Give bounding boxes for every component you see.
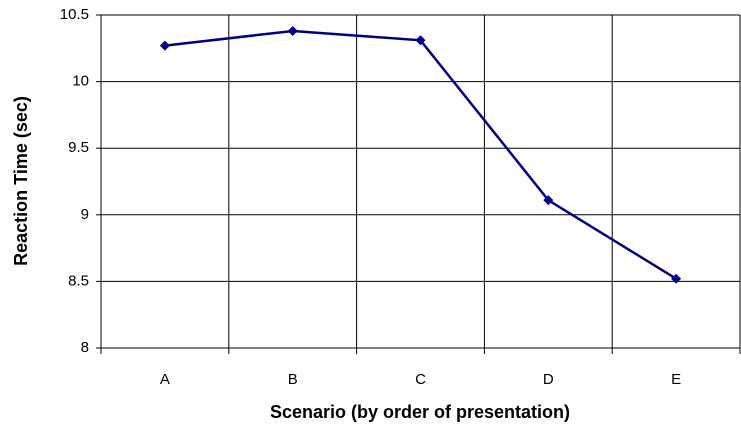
y-tick-label: 10 — [72, 73, 89, 90]
x-axis-title: Scenario (by order of presentation) — [270, 402, 570, 422]
x-tick-label: E — [671, 371, 681, 388]
series-line — [164, 29, 677, 280]
y-tick-label: 10.5 — [60, 6, 89, 23]
point-marker — [415, 35, 426, 46]
y-tick-label: 8 — [81, 339, 89, 356]
point-marker — [671, 273, 682, 284]
y-axis-title: Reaction Time (sec) — [11, 96, 31, 266]
y-tick-label: 8.5 — [68, 272, 89, 289]
point-marker — [287, 25, 298, 36]
y-tick-label: 9 — [81, 206, 89, 223]
point-marker — [543, 195, 554, 206]
x-tick-label: B — [288, 371, 298, 388]
x-tick-label: C — [415, 371, 426, 388]
y-tick-label: 9.5 — [68, 139, 89, 156]
x-tick-label: D — [543, 371, 554, 388]
x-tick-label: A — [160, 371, 170, 388]
point-marker — [159, 40, 170, 51]
